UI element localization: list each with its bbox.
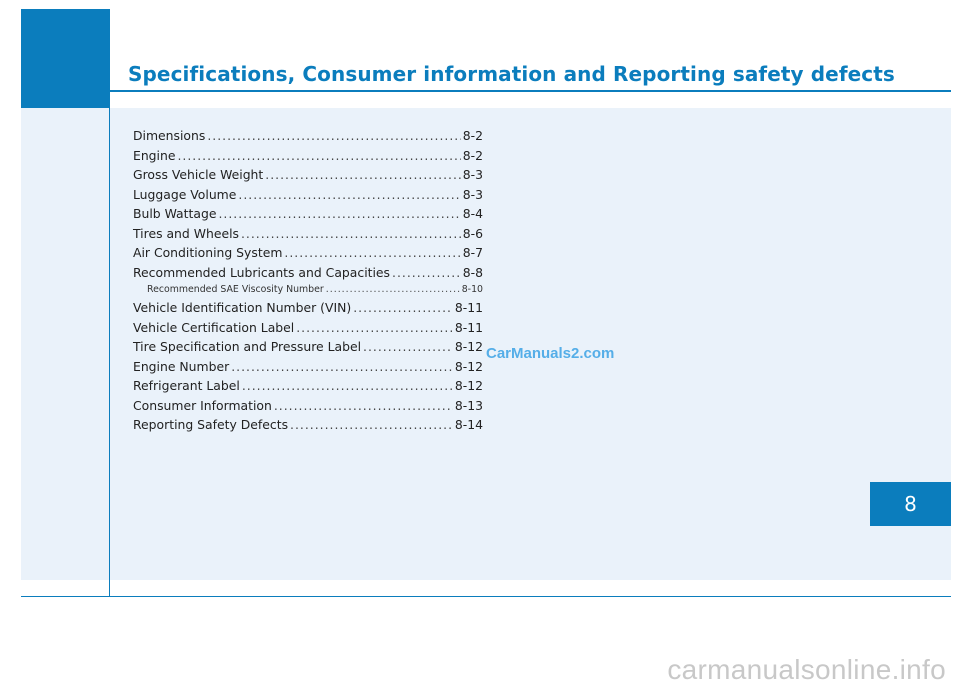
page-title: Specifications, Consumer information and…	[128, 62, 895, 86]
toc-entry[interactable]: Bulb Wattage 8-4	[133, 204, 483, 224]
toc-entry-label: Gross Vehicle Weight	[133, 167, 264, 182]
toc-leader-dots	[353, 298, 453, 318]
toc-leader-dots	[326, 282, 460, 298]
toc-leader-dots	[265, 165, 460, 185]
toc-entry[interactable]: Vehicle Certification Label 8-11	[133, 318, 483, 338]
toc-entry[interactable]: Vehicle Identification Number (VIN) 8-11	[133, 298, 483, 318]
corner-block	[21, 9, 109, 108]
toc-leader-dots	[392, 263, 461, 283]
toc-entry-page: 8-6	[462, 225, 483, 241]
content-panel	[21, 108, 951, 580]
toc-entry-page: 8-10	[461, 284, 483, 295]
toc-entry[interactable]: Tire Specification and Pressure Label 8-1…	[133, 337, 483, 357]
toc-leader-dots	[296, 318, 453, 338]
toc-entry-label: Dimensions	[133, 128, 206, 143]
toc-leader-dots	[274, 396, 453, 416]
toc-leader-dots	[231, 357, 453, 377]
toc-entry-page: 8-12	[454, 358, 483, 374]
toc-entry-label: Vehicle Identification Number (VIN)	[133, 300, 352, 315]
toc-entry-label: Recommended Lubricants and Capacities	[133, 264, 391, 280]
toc-entry[interactable]: Engine Number 8-12	[133, 357, 483, 377]
toc-entry[interactable]: Tires and Wheels 8-6	[133, 224, 483, 244]
toc-entry-label: Bulb Wattage	[133, 206, 217, 221]
toc-leader-dots	[238, 185, 460, 205]
toc-entry-page: 8-2	[462, 128, 483, 143]
toc-entry[interactable]: Gross Vehicle Weight 8-3	[133, 165, 483, 185]
toc-leader-dots	[290, 415, 453, 435]
toc-entry[interactable]: Engine 8-2	[133, 146, 483, 166]
toc-entry-label: Consumer Information	[133, 397, 272, 413]
toc-entry-page: 8-13	[454, 397, 483, 413]
toc-entry-page: 8-12	[454, 378, 483, 393]
chapter-tab[interactable]: 8	[870, 482, 951, 526]
title-rule	[109, 90, 951, 92]
toc-entry-page: 8-11	[454, 300, 483, 315]
toc-entry[interactable]: Air Conditioning System 8-7	[133, 243, 483, 263]
toc-entry-page: 8-12	[454, 339, 483, 354]
footer-watermark: carmanualsonline.info	[667, 654, 946, 685]
toc-entry[interactable]: Luggage Volume 8-3	[133, 185, 483, 205]
toc-entry-label: Air Conditioning System	[133, 245, 283, 260]
toc-entry[interactable]: Reporting Safety Defects 8-14	[133, 415, 483, 435]
toc-leader-dots	[242, 376, 453, 396]
toc-entry-label: Tire Specification and Pressure Label	[133, 339, 362, 354]
watermark: CarManuals2.com	[486, 345, 615, 362]
toc-leader-dots	[363, 337, 453, 357]
toc-entry-label: Luggage Volume	[133, 186, 237, 202]
toc-entry-label: Engine	[133, 147, 176, 163]
toc-entry-label: Reporting Safety Defects	[133, 417, 289, 432]
toc-entry-page: 8-2	[462, 147, 483, 163]
toc-entry-page: 8-4	[462, 206, 483, 221]
toc-entry[interactable]: Refrigerant Label 8-12	[133, 376, 483, 396]
toc-leader-dots	[218, 204, 460, 224]
bottom-rule	[21, 596, 951, 597]
vertical-rule	[109, 9, 110, 596]
toc-entry-label: Refrigerant Label	[133, 378, 240, 393]
toc-entry-page: 8-3	[462, 167, 483, 182]
toc-entry-label: Engine Number	[133, 358, 230, 374]
toc-entry-label: Vehicle Certification Label	[133, 319, 295, 335]
toc-entry-page: 8-7	[462, 245, 483, 260]
toc-entry-page: 8-14	[454, 417, 483, 432]
toc-leader-dots	[284, 243, 460, 263]
toc-entry-label: Recommended SAE Viscosity Number	[147, 284, 324, 295]
toc-entry-page: 8-8	[462, 264, 483, 280]
toc-entry-label: Tires and Wheels	[133, 225, 239, 241]
toc-entry[interactable]: Dimensions 8-2	[133, 126, 483, 146]
toc-leader-dots	[177, 146, 460, 166]
toc-entry-page: 8-3	[462, 186, 483, 202]
table-of-contents: Dimensions 8-2 Engine 8-2 Gross Vehicle Weig…	[133, 126, 483, 435]
chapter-number: 8	[904, 492, 917, 516]
toc-entry[interactable]: Recommended Lubricants and Capacities 8-8	[133, 263, 483, 283]
toc-subentry[interactable]: Recommended SAE Viscosity Number 8-10	[133, 282, 483, 298]
toc-leader-dots	[207, 126, 460, 146]
toc-leader-dots	[241, 224, 461, 244]
toc-entry-page: 8-11	[454, 319, 483, 335]
toc-entry[interactable]: Consumer Information 8-13	[133, 396, 483, 416]
